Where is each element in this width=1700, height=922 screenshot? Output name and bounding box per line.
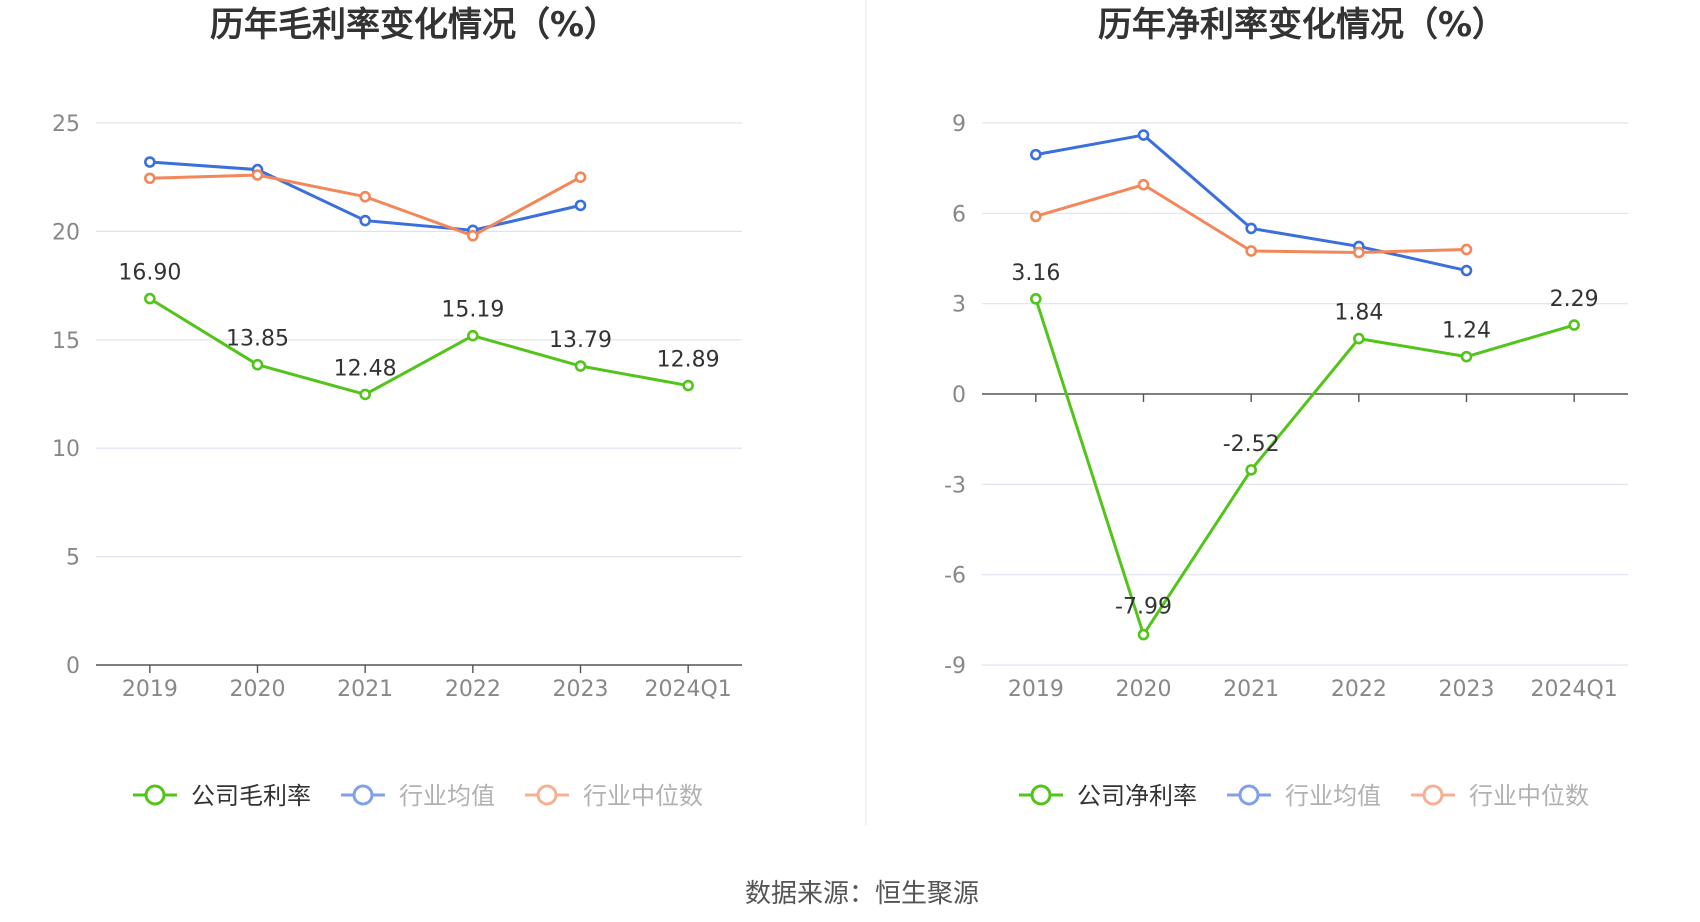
legend-label: 行业中位数: [583, 782, 703, 810]
data-label: 12.48: [334, 356, 397, 381]
y-tick-label: 15: [52, 329, 80, 354]
y-tick-label: 10: [52, 437, 80, 462]
data-point-company[interactable]: [1460, 350, 1473, 363]
chart-title: 历年净利率变化情况（%）: [1098, 5, 1506, 45]
data-point-industry_avg[interactable]: [359, 214, 371, 227]
data-point-industry_median[interactable]: [467, 229, 479, 242]
data-point-industry_avg[interactable]: [1030, 148, 1042, 161]
y-tick-label: 5: [66, 546, 80, 571]
data-label: 2.29: [1550, 287, 1599, 312]
y-tick-label: -3: [944, 473, 966, 498]
legend-item-company[interactable]: 公司毛利率: [133, 782, 311, 810]
data-point-industry_median[interactable]: [1137, 178, 1150, 191]
legend-label: 行业中位数: [1469, 782, 1589, 810]
data-point-industry_avg[interactable]: [144, 156, 156, 168]
y-tick-label: -9: [944, 654, 966, 679]
legend-item-company[interactable]: 公司净利率: [1019, 782, 1197, 810]
data-point-company[interactable]: [1353, 332, 1365, 345]
x-tick-label: 2019: [1008, 677, 1064, 702]
data-point-industry_median[interactable]: [1030, 210, 1042, 223]
data-point-company[interactable]: [1568, 319, 1580, 331]
x-tick-label: 2020: [230, 677, 286, 702]
data-point-company[interactable]: [1245, 464, 1257, 476]
data-point-company[interactable]: [682, 379, 694, 392]
y-tick-label: 20: [52, 220, 80, 245]
legend-item-industry_median[interactable]: 行业中位数: [525, 782, 703, 810]
data-point-industry_median[interactable]: [574, 171, 587, 183]
x-tick-label: 2021: [1223, 677, 1279, 702]
data-point-company[interactable]: [1137, 628, 1150, 641]
data-label: 13.79: [549, 328, 612, 353]
legend-item-industry_median[interactable]: 行业中位数: [1411, 782, 1589, 810]
series-line-industry_median: [1035, 183, 1467, 254]
series-line-industry_median: [149, 173, 582, 238]
x-tick-label: 2024Q1: [645, 677, 732, 702]
y-tick-label: 25: [52, 112, 80, 137]
data-point-industry_median[interactable]: [144, 172, 156, 185]
data-point-industry_avg[interactable]: [1460, 264, 1473, 277]
data-label: 12.89: [657, 348, 720, 373]
legend-marker-icon: [1238, 784, 1260, 806]
series-line-company: [1034, 298, 1575, 637]
data-label: -2.52: [1223, 432, 1280, 457]
x-tick-label: 2023: [553, 677, 609, 702]
data-point-company[interactable]: [144, 292, 156, 305]
legend-marker-icon: [536, 784, 558, 806]
y-tick-label: 0: [952, 383, 966, 408]
data-point-industry_median[interactable]: [251, 169, 264, 181]
net-margin-chart: 历年净利率变化情况（%） -9 -6 -3 0 3 6 9 2019 2020 2021 2022 20…: [944, 5, 1628, 810]
y-tick-label: 9: [952, 112, 966, 137]
y-tick-label: 0: [66, 654, 80, 679]
data-label: 1.84: [1334, 301, 1383, 326]
data-point-company[interactable]: [1030, 293, 1042, 305]
legend-label: 公司毛利率: [191, 782, 311, 810]
legend-marker-icon: [1422, 784, 1444, 806]
data-point-company[interactable]: [359, 388, 371, 401]
legend-label: 行业均值: [1285, 782, 1381, 810]
data-point-industry_avg[interactable]: [1245, 222, 1257, 235]
data-point-industry_avg[interactable]: [574, 199, 587, 212]
data-label: 1.24: [1442, 319, 1491, 344]
y-tick-label: -6: [944, 564, 966, 589]
data-point-industry_avg[interactable]: [1137, 129, 1150, 141]
x-tick-label: 2024Q1: [1531, 677, 1618, 702]
legend-label: 公司净利率: [1077, 782, 1197, 810]
x-tick-label: 2022: [1331, 677, 1387, 702]
data-label: 3.16: [1011, 261, 1060, 286]
series-line-company: [149, 297, 689, 396]
x-tick-label: 2019: [122, 677, 178, 702]
data-point-industry_median[interactable]: [1353, 246, 1365, 259]
data-label: 15.19: [441, 298, 504, 323]
x-tick-label: 2022: [445, 677, 501, 702]
chart-title: 历年毛利率变化情况（%）: [210, 5, 618, 45]
legend-marker-icon: [1030, 784, 1052, 806]
y-tick-label: 6: [952, 202, 966, 227]
legend-marker-icon: [352, 784, 374, 806]
x-tick-label: 2021: [337, 677, 393, 702]
data-label: 16.90: [118, 261, 181, 286]
legend-item-industry_avg[interactable]: 行业均值: [341, 782, 495, 810]
legend-item-industry_avg[interactable]: 行业均值: [1227, 782, 1381, 810]
legend-label: 行业均值: [399, 782, 495, 810]
gross-margin-chart: 历年毛利率变化情况（%） 0 5 10 15 20 25 2019 2020 2021 2022 20…: [52, 5, 742, 810]
data-point-industry_median[interactable]: [359, 190, 371, 203]
x-tick-label: 2020: [1116, 677, 1172, 702]
legend-marker-icon: [144, 784, 166, 806]
data-label: 13.85: [226, 327, 289, 352]
x-tick-label: 2023: [1439, 677, 1495, 702]
data-label: -7.99: [1115, 595, 1172, 620]
y-tick-label: 3: [952, 293, 966, 318]
data-point-industry_median[interactable]: [1245, 245, 1257, 257]
source-note: 数据来源：恒生聚源: [745, 879, 979, 909]
data-point-industry_median[interactable]: [1460, 243, 1473, 256]
data-point-company[interactable]: [467, 329, 479, 342]
data-point-company[interactable]: [251, 358, 264, 371]
data-point-company[interactable]: [574, 360, 587, 372]
